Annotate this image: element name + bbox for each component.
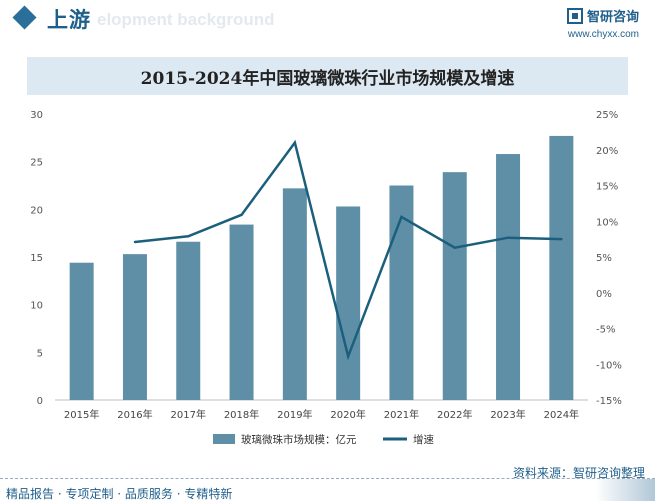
x-tick-label: 2019年 bbox=[277, 408, 312, 421]
y-left-tick-label: 20 bbox=[30, 205, 43, 216]
x-tick-label: 2015年 bbox=[64, 408, 99, 421]
y-left-tick-label: 15 bbox=[30, 253, 43, 264]
y-left-tick-label: 25 bbox=[30, 158, 43, 169]
watermark-text: elopment background bbox=[97, 10, 275, 29]
y-right-tick-label: -15% bbox=[596, 396, 622, 407]
growth-point bbox=[346, 355, 350, 358]
brand-url: www.chyxx.com bbox=[567, 29, 639, 40]
brand-logo-icon bbox=[566, 7, 583, 24]
legend-swatch-bar bbox=[213, 434, 235, 444]
x-tick-label: 2022年 bbox=[437, 408, 472, 421]
chart-title-bar: 2015-2024年中国玻璃微珠行业市场规模及增速 bbox=[27, 57, 628, 95]
x-tick-label: 2016年 bbox=[117, 408, 152, 421]
x-tick-label: 2020年 bbox=[330, 408, 365, 421]
legend-label-bar: 玻璃微珠市场规模：亿元 bbox=[241, 433, 357, 446]
growth-point bbox=[133, 240, 137, 244]
x-tick-label: 2024年 bbox=[544, 408, 579, 421]
tagline: 精品报告 · 专项定制 · 品质服务 · 专精特新 bbox=[6, 487, 233, 501]
source-note: 资料来源：智研咨询整理 bbox=[512, 466, 645, 480]
brand-name: 智研咨询 bbox=[586, 10, 639, 25]
growth-point bbox=[187, 235, 190, 238]
bar bbox=[229, 224, 254, 400]
x-tick-label: 2023年 bbox=[490, 408, 525, 421]
y-left-tick-label: 0 bbox=[37, 396, 43, 407]
chart-title: 2015-2024年中国玻璃微珠行业市场规模及增速 bbox=[140, 68, 515, 89]
bar bbox=[336, 206, 361, 400]
x-tick-label: 2021年 bbox=[384, 408, 419, 421]
bar bbox=[122, 254, 147, 400]
bar bbox=[549, 135, 574, 400]
bar bbox=[69, 262, 94, 400]
y-right-tick-label: 20% bbox=[596, 146, 618, 157]
growth-point bbox=[506, 236, 510, 239]
y-right-tick-label: -10% bbox=[596, 360, 622, 371]
bar bbox=[176, 241, 201, 400]
brand: 智研咨询 www.chyxx.com bbox=[566, 5, 639, 40]
y-right-tick-label: 5% bbox=[596, 253, 612, 264]
y-left-tick-label: 5 bbox=[37, 348, 43, 359]
y-right-tick-label: 15% bbox=[596, 182, 618, 193]
y-right-tick-label: -5% bbox=[596, 325, 615, 336]
growth-point bbox=[400, 215, 403, 219]
bar bbox=[496, 154, 521, 400]
footer-divider bbox=[0, 478, 655, 479]
section-title: 上游 bbox=[47, 8, 91, 32]
y-left-tick-label: 30 bbox=[30, 110, 43, 121]
y-right-tick-label: 0% bbox=[596, 289, 612, 300]
x-tick-label: 2018年 bbox=[224, 408, 259, 421]
header: 上游 elopment background 智研咨询 www.chyxx.co… bbox=[0, 0, 655, 48]
growth-point bbox=[560, 237, 563, 241]
bar bbox=[282, 188, 307, 400]
growth-point bbox=[240, 213, 243, 217]
y-right-tick-label: 10% bbox=[596, 217, 618, 228]
corner-decoration bbox=[595, 479, 655, 501]
y-right-tick-label: 25% bbox=[596, 110, 618, 121]
growth-point bbox=[453, 246, 456, 249]
growth-point bbox=[293, 141, 297, 144]
x-tick-label: 2017年 bbox=[171, 408, 206, 421]
bar bbox=[442, 172, 467, 400]
legend-label-line: 增速 bbox=[413, 433, 434, 446]
y-left-tick-label: 10 bbox=[30, 301, 43, 312]
